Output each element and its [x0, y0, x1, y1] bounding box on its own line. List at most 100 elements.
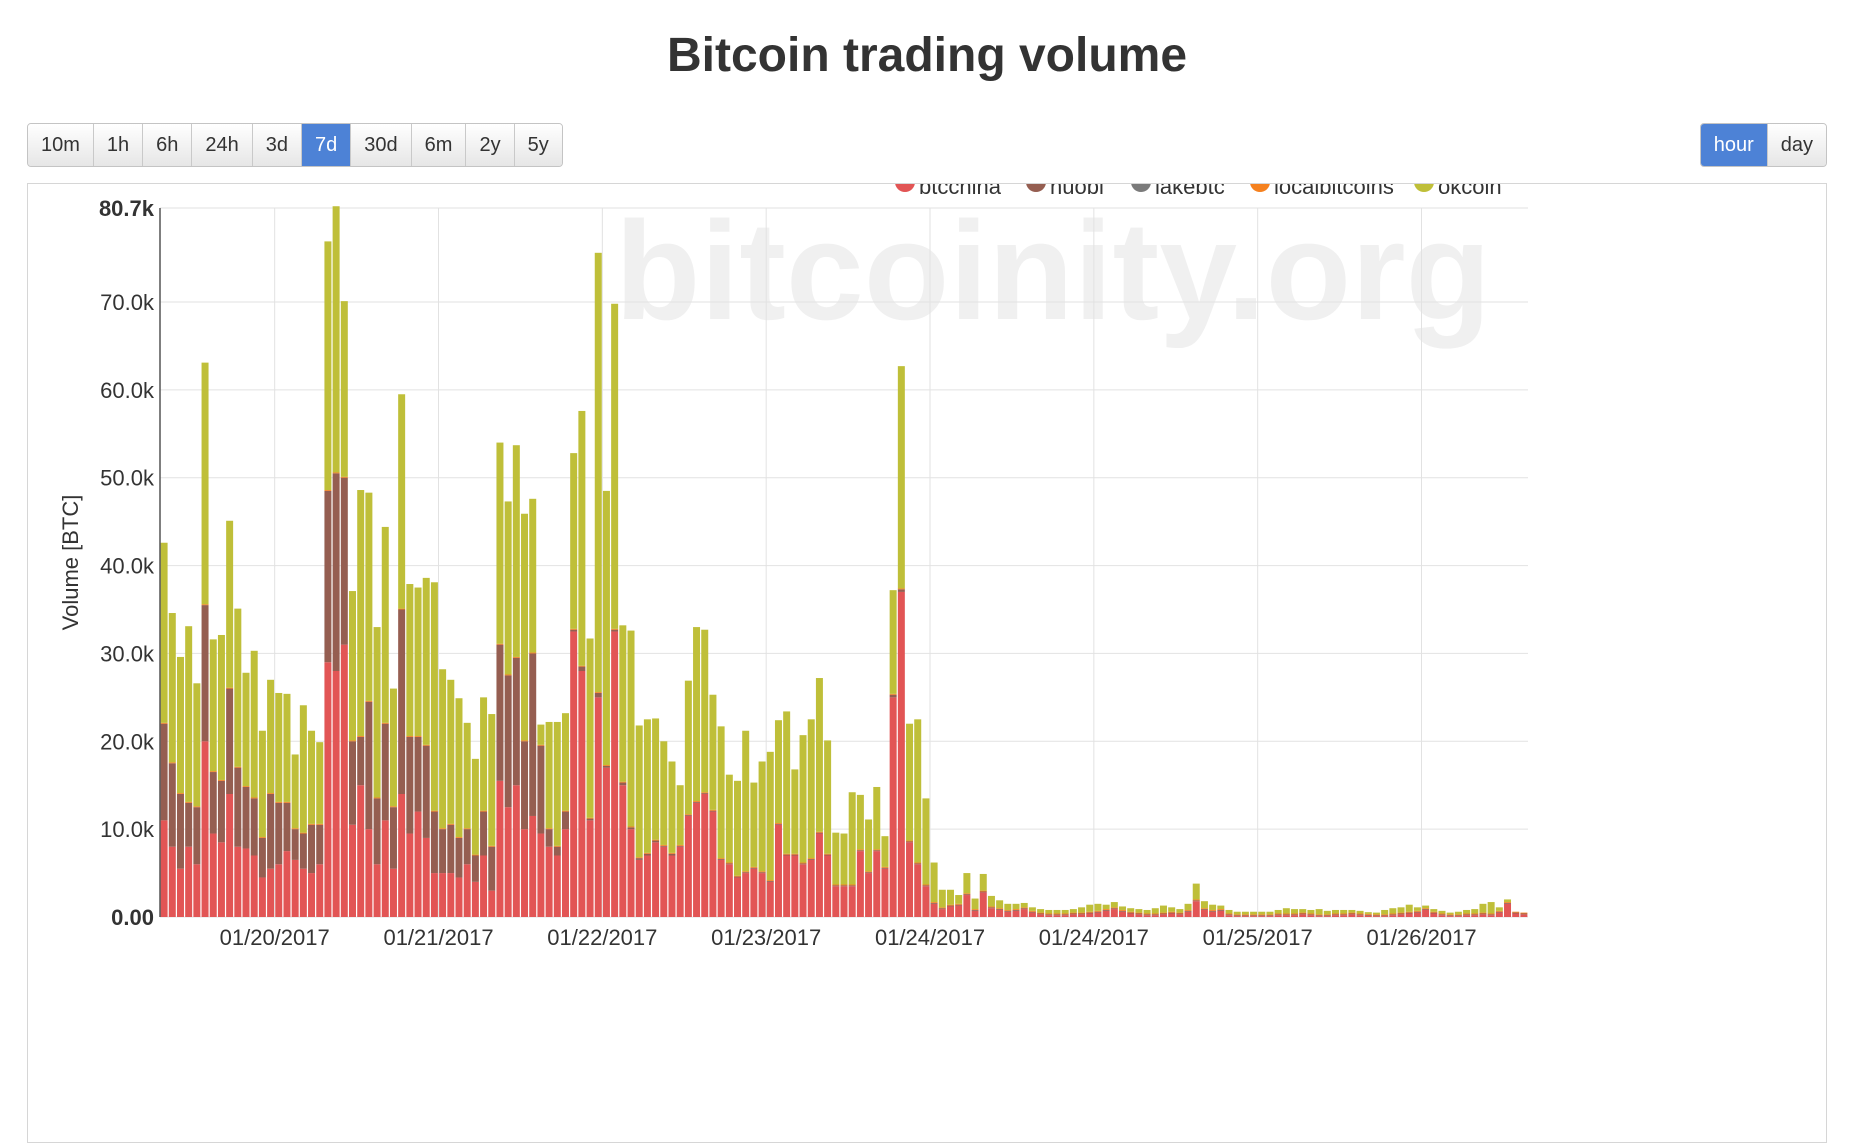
bar-segment-btcchina[interactable]	[1176, 914, 1184, 917]
bar-segment-btcchina[interactable]	[938, 909, 946, 917]
bar-segment-btcchina[interactable]	[865, 873, 873, 917]
bar-segment-okcoin[interactable]	[611, 303, 619, 629]
bar-segment-okcoin[interactable]	[1143, 909, 1151, 914]
bar-segment-btcchina[interactable]	[308, 873, 316, 917]
bar-segment-okcoin[interactable]	[258, 730, 266, 838]
bar-segment-huobi[interactable]	[447, 824, 455, 874]
bar-segment-huobi[interactable]	[619, 782, 627, 786]
bar-segment-huobi[interactable]	[815, 832, 823, 834]
bar-segment-btcchina[interactable]	[1250, 916, 1258, 917]
bar-segment-btcchina[interactable]	[1372, 916, 1380, 917]
bar-segment-huobi[interactable]	[455, 837, 463, 878]
bar-segment-huobi[interactable]	[176, 794, 184, 869]
bar-segment-okcoin[interactable]	[414, 587, 422, 737]
bar-segment-huobi[interactable]	[504, 675, 512, 808]
bar-segment-localbitcoins[interactable]	[1332, 913, 1339, 915]
bar-segment-huobi[interactable]	[529, 653, 537, 816]
bar-segment-huobi[interactable]	[217, 780, 225, 843]
bar-segment-okcoin[interactable]	[570, 453, 578, 629]
bar-segment-huobi[interactable]	[1159, 913, 1167, 915]
bar-segment-okcoin[interactable]	[447, 679, 455, 824]
bar-segment-localbitcoins[interactable]	[914, 862, 922, 864]
bar-segment-okcoin[interactable]	[1422, 905, 1430, 909]
bar-segment-okcoin[interactable]	[308, 730, 316, 824]
bar-segment-huobi[interactable]	[1504, 902, 1512, 904]
bar-segment-okcoin[interactable]	[1151, 908, 1159, 914]
bar-segment-localbitcoins[interactable]	[1250, 914, 1258, 916]
bar-segment-btcchina[interactable]	[471, 881, 479, 917]
bar-segment-okcoin[interactable]	[373, 627, 381, 798]
bar-segment-huobi[interactable]	[783, 854, 791, 856]
bar-segment-huobi[interactable]	[1340, 914, 1348, 916]
bar-segment-okcoin[interactable]	[496, 442, 504, 644]
bar-segment-huobi[interactable]	[1471, 914, 1479, 916]
bar-segment-localbitcoins[interactable]	[865, 871, 873, 873]
bar-segment-localbitcoins[interactable]	[561, 810, 569, 812]
bar-segment-okcoin[interactable]	[406, 584, 414, 737]
bar-segment-btcchina[interactable]	[1520, 914, 1528, 917]
bar-segment-localbitcoins[interactable]	[217, 779, 225, 781]
bar-segment-okcoin[interactable]	[578, 410, 586, 666]
bar-segment-btcchina[interactable]	[512, 785, 520, 917]
bar-segment-btcchina[interactable]	[398, 794, 406, 917]
bar-segment-localbitcoins[interactable]	[889, 693, 897, 695]
bar-segment-localbitcoins[interactable]	[308, 823, 316, 825]
bar-segment-huobi[interactable]	[488, 846, 496, 891]
bar-segment-okcoin[interactable]	[938, 889, 946, 908]
bar-segment-localbitcoins[interactable]	[619, 781, 627, 783]
bar-segment-okcoin[interactable]	[897, 366, 905, 589]
bar-segment-localbitcoins[interactable]	[652, 839, 660, 841]
bar-segment-localbitcoins[interactable]	[676, 844, 684, 846]
bar-segment-huobi[interactable]	[1102, 909, 1110, 911]
bar-segment-huobi[interactable]	[267, 794, 275, 869]
bar-segment-btcchina[interactable]	[824, 855, 832, 917]
bar-segment-localbitcoins[interactable]	[725, 862, 733, 864]
bar-segment-localbitcoins[interactable]	[1340, 913, 1348, 915]
bar-segment-huobi[interactable]	[1372, 915, 1380, 917]
bar-segment-okcoin[interactable]	[1463, 909, 1471, 914]
bar-segment-huobi[interactable]	[316, 824, 324, 865]
bar-segment-localbitcoins[interactable]	[693, 801, 701, 802]
bar-segment-huobi[interactable]	[971, 909, 979, 911]
bar-segment-huobi[interactable]	[643, 853, 651, 856]
bar-segment-huobi[interactable]	[1069, 913, 1077, 915]
bar-segment-huobi[interactable]	[496, 644, 504, 781]
bar-segment-huobi[interactable]	[578, 666, 586, 672]
bar-segment-btcchina[interactable]	[832, 886, 840, 917]
bar-segment-okcoin[interactable]	[1471, 909, 1479, 914]
bar-segment-btcchina[interactable]	[1241, 916, 1249, 917]
bar-segment-okcoin[interactable]	[1127, 908, 1135, 912]
bar-segment-huobi[interactable]	[439, 829, 447, 874]
bar-segment-btcchina[interactable]	[1119, 911, 1127, 917]
bar-segment-localbitcoins[interactable]	[340, 476, 348, 478]
bar-segment-localbitcoins[interactable]	[455, 837, 463, 838]
bar-segment-huobi[interactable]	[1176, 913, 1184, 915]
bar-segment-huobi[interactable]	[185, 802, 193, 847]
bar-segment-huobi[interactable]	[168, 763, 176, 847]
bar-segment-localbitcoins[interactable]	[643, 852, 651, 854]
bar-segment-okcoin[interactable]	[996, 900, 1004, 909]
bar-segment-huobi[interactable]	[1405, 912, 1413, 914]
bar-segment-huobi[interactable]	[365, 701, 373, 830]
bar-segment-localbitcoins[interactable]	[783, 853, 791, 855]
bar-segment-localbitcoins[interactable]	[668, 852, 676, 854]
bar-segment-okcoin[interactable]	[430, 582, 438, 811]
bar-segment-okcoin[interactable]	[365, 492, 373, 701]
bar-segment-localbitcoins[interactable]	[1127, 911, 1135, 913]
bar-segment-btcchina[interactable]	[504, 807, 512, 917]
bar-segment-btcchina[interactable]	[578, 671, 586, 917]
bar-segment-btcchina[interactable]	[1110, 909, 1118, 917]
bar-segment-localbitcoins[interactable]	[381, 722, 389, 724]
bar-segment-okcoin[interactable]	[1348, 909, 1356, 913]
bar-segment-huobi[interactable]	[1045, 914, 1053, 916]
bar-segment-okcoin[interactable]	[357, 490, 365, 737]
bar-segment-huobi[interactable]	[463, 829, 471, 865]
bar-segment-huobi[interactable]	[1127, 912, 1135, 914]
bar-segment-localbitcoins[interactable]	[1487, 913, 1495, 915]
bar-segment-localbitcoins[interactable]	[1372, 914, 1380, 916]
bar-segment-huobi[interactable]	[389, 807, 397, 869]
bar-segment-localbitcoins[interactable]	[1413, 910, 1421, 912]
bar-segment-huobi[interactable]	[1094, 911, 1102, 913]
bar-segment-btcchina[interactable]	[455, 877, 463, 917]
bar-segment-btcchina[interactable]	[463, 864, 471, 917]
